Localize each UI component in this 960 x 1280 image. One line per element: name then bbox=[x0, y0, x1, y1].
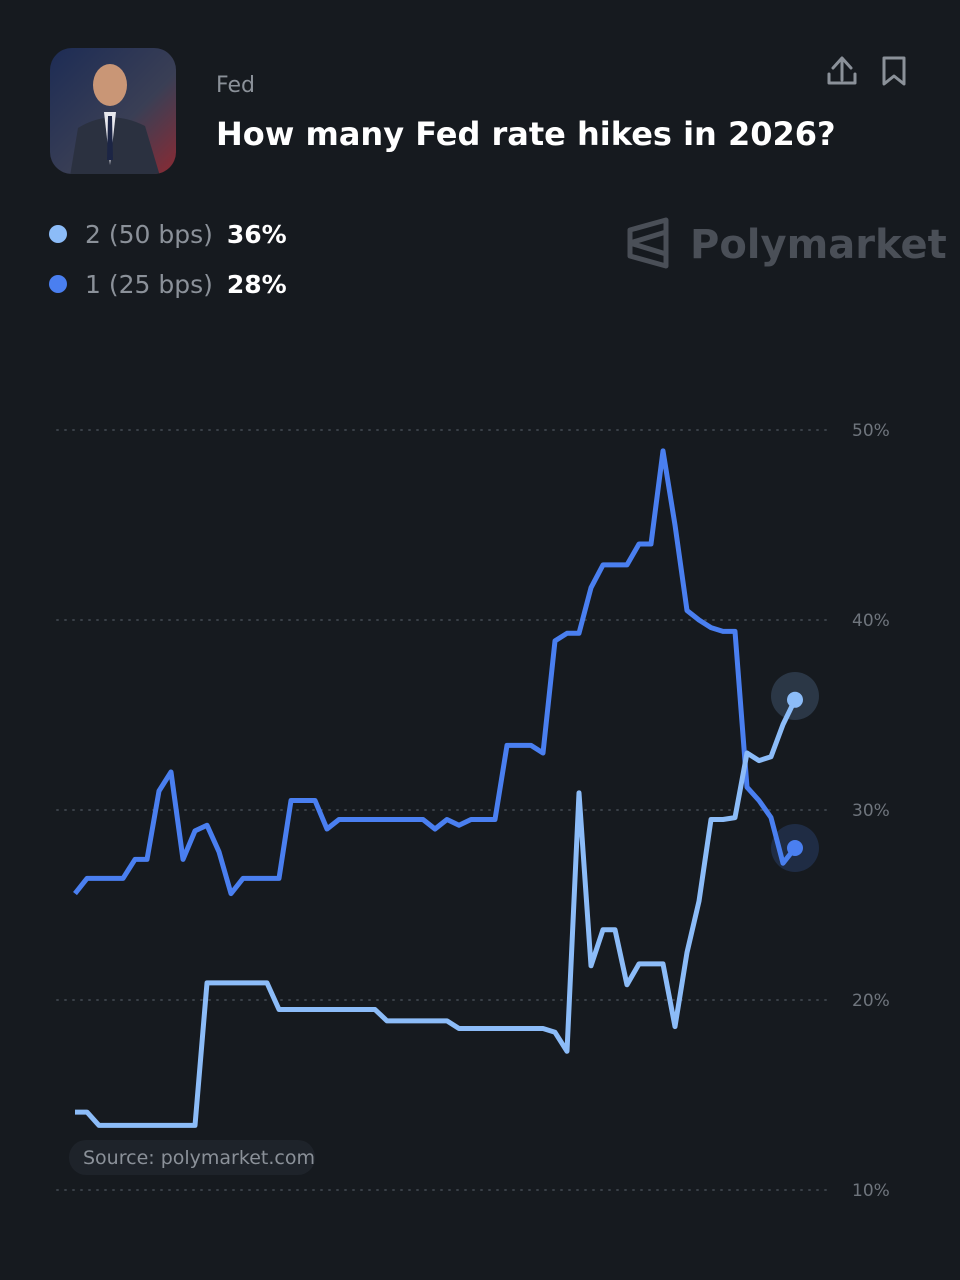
end-dot bbox=[787, 691, 803, 708]
avatar bbox=[50, 48, 176, 174]
bookmark-icon[interactable] bbox=[882, 56, 906, 86]
category: Fed bbox=[216, 73, 255, 98]
plot: 10% 20% 30% 40% 50% bbox=[56, 421, 890, 1201]
watermark-text: Polymarket bbox=[690, 222, 947, 268]
legend: 2 (50 bps) 36% 1 (25 bps) 28% bbox=[49, 220, 287, 299]
y-tick-label: 20% bbox=[852, 991, 890, 1011]
series-line bbox=[75, 698, 798, 1128]
legend-value: 36% bbox=[227, 220, 287, 249]
y-tick-label: 40% bbox=[852, 611, 890, 631]
end-dot bbox=[787, 840, 803, 856]
watermark: Polymarket bbox=[627, 217, 947, 269]
source-pill bbox=[69, 1140, 315, 1175]
legend-dot bbox=[49, 225, 67, 243]
legend-value: 28% bbox=[227, 270, 287, 299]
series-line bbox=[73, 448, 797, 897]
legend-name: 2 (50 bps) bbox=[85, 220, 213, 249]
y-tick-label: 50% bbox=[852, 421, 890, 441]
source: Source: polymarket.com bbox=[83, 1147, 315, 1169]
legend-dot bbox=[49, 275, 67, 293]
y-tick-label: 10% bbox=[852, 1181, 890, 1201]
title: How many Fed rate hikes in 2026? bbox=[216, 115, 836, 153]
share-icon[interactable] bbox=[827, 56, 857, 85]
y-tick-label: 30% bbox=[852, 801, 890, 821]
legend-name: 1 (25 bps) bbox=[85, 270, 213, 299]
